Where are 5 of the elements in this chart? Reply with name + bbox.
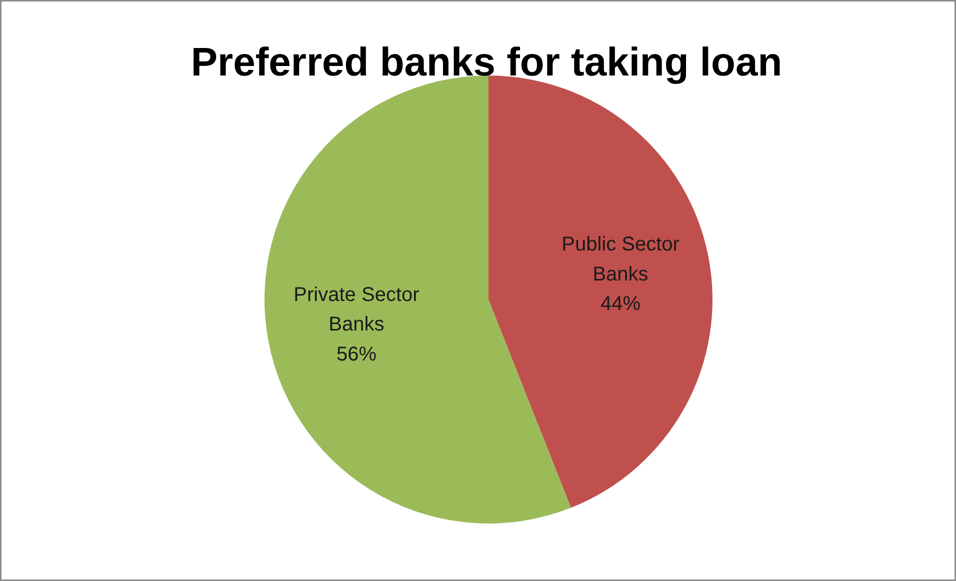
slice-label: Public Sector Banks [562,234,680,286]
chart-title: Preferred banks for taking loan [190,40,782,84]
data-label: 44% [600,293,641,316]
data-label: 56% [336,343,377,366]
slice-label: Private Sector Banks [294,284,420,336]
